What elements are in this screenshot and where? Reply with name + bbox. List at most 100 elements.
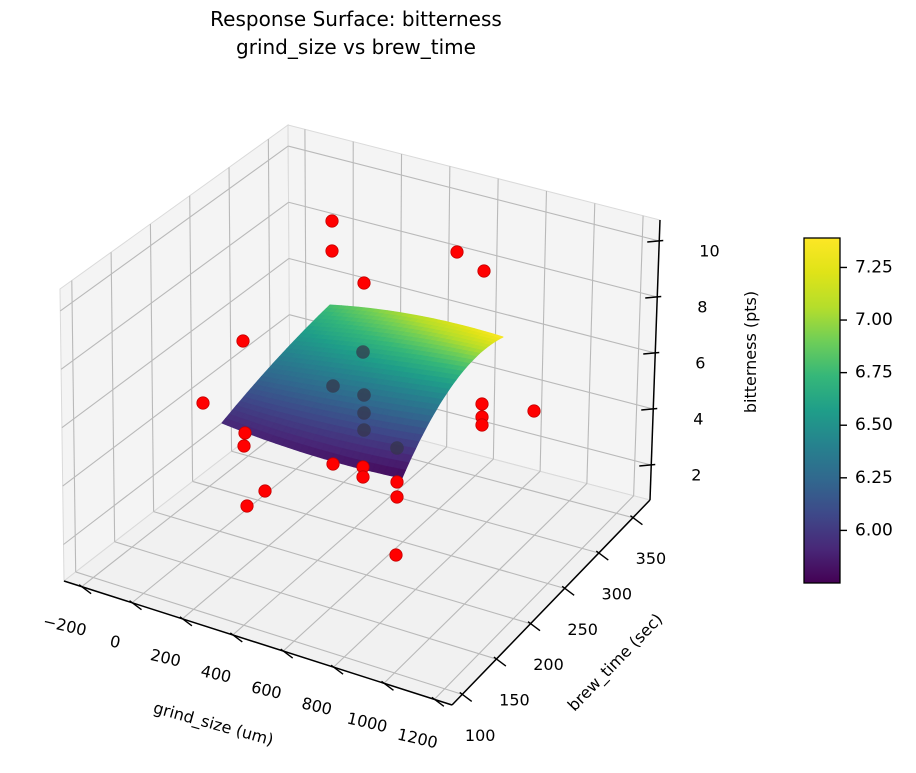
z-tick-label: 4: [693, 410, 703, 429]
colorbar-tick-label: 6.75: [855, 363, 893, 383]
scatter-point: [236, 334, 250, 348]
scatter-point: [390, 490, 404, 504]
y-tick: [595, 550, 609, 561]
colorbar-tick-label: 7.00: [855, 310, 893, 330]
y-tick: [527, 621, 541, 632]
scatter-point: [258, 484, 272, 498]
x-tick-label: 600: [249, 677, 283, 702]
y-tick: [561, 585, 575, 596]
z-tick-label: 6: [695, 354, 705, 373]
z-tick-label: 2: [691, 466, 701, 485]
grid-z-left-wall: [62, 314, 290, 487]
z-tick: [641, 407, 658, 411]
scatter-point: [326, 457, 340, 471]
y-tick-label: 100: [465, 726, 496, 745]
scatter-point: [390, 475, 404, 489]
scatter-point: [357, 276, 371, 290]
scatter-point-occluded: [356, 345, 370, 359]
scatter-point-occluded: [357, 388, 371, 402]
response-surface-mesh: [221, 304, 504, 479]
x-tick-label: 1200: [396, 725, 440, 753]
x-tick: [129, 600, 142, 611]
y-tick-label: 300: [602, 585, 633, 604]
grid-y-wall: [228, 167, 233, 452]
z-axis-label: bitterness (pts): [741, 291, 760, 413]
z-tick: [639, 463, 656, 467]
x-tick-label: 0: [108, 631, 122, 652]
x-tick: [78, 584, 92, 595]
grid-x-wall: [492, 178, 499, 460]
y-tick-label: 150: [499, 691, 530, 710]
grid-y-floor: [231, 450, 599, 554]
x-tick-label: 200: [149, 645, 183, 670]
x-tick: [179, 616, 193, 627]
z-tick-label: 8: [697, 298, 707, 317]
scatter-point: [475, 397, 489, 411]
scatter-point: [325, 244, 339, 258]
scatter-points-occluded: [326, 345, 404, 455]
scatter-point: [356, 470, 370, 484]
grid-x-floor: [333, 470, 541, 668]
grid-z-left-wall: [61, 258, 290, 429]
grid-x-floor: [232, 446, 447, 636]
colorbar-tick-label: 6.00: [855, 520, 893, 540]
x-tick-label: −200: [41, 611, 88, 639]
grid-y-wall: [110, 252, 116, 542]
scatter-point: [527, 404, 541, 418]
x-axis-spine: [63, 580, 453, 706]
x-tick-label: 800: [300, 694, 334, 719]
grid-x-floor: [433, 495, 635, 700]
scatter-point: [477, 264, 491, 278]
z-tick-label: 10: [699, 242, 719, 261]
colorbar-tick-label: 6.50: [855, 415, 893, 435]
scatter-point-occluded: [357, 423, 371, 437]
scatter-point-occluded: [390, 441, 404, 455]
scatter-point: [237, 439, 251, 453]
grid-z-left-wall: [59, 145, 289, 312]
grid-z-left-wall: [60, 201, 289, 370]
grid-x-wall: [586, 203, 596, 484]
grid-y-floor: [192, 480, 565, 589]
grid-y-floor: [114, 541, 497, 660]
axes3d-spines-and-ticks: [63, 219, 664, 707]
y-tick-label: 200: [533, 655, 564, 674]
scatter-point: [240, 499, 254, 513]
y-tick-label: 350: [636, 549, 667, 568]
scatter-point: [196, 396, 210, 410]
grid-x-floor: [282, 458, 494, 652]
grid-z-right-wall: [288, 201, 658, 298]
scatter-point-occluded: [326, 379, 340, 393]
scatter-point: [450, 245, 464, 259]
chart-title: Response Surface: bitterness: [210, 7, 502, 31]
scatter-point: [325, 214, 339, 228]
chart-subtitle: grind_size vs brew_time: [236, 35, 476, 59]
scatter-point: [475, 418, 489, 432]
grid-x-wall: [446, 166, 451, 447]
scatter-point: [389, 548, 403, 562]
y-tick: [493, 656, 507, 667]
grid-x-floor: [383, 483, 588, 684]
z-axis-spine: [649, 219, 661, 501]
grid-x-wall: [539, 190, 548, 472]
grid-y-wall: [149, 223, 155, 512]
grid-z-right-wall: [288, 257, 656, 354]
y-tick: [630, 515, 643, 526]
scatter-point: [238, 426, 252, 440]
x-tick: [381, 680, 394, 691]
z-tick: [645, 295, 662, 299]
grid-x-wall: [633, 215, 644, 496]
z-tick: [647, 239, 664, 243]
scatter-point-occluded: [357, 406, 371, 420]
z-tick: [643, 351, 660, 355]
grid-y-floor: [153, 511, 531, 625]
x-axis-label: grind_size (um): [151, 698, 276, 750]
x-tick: [280, 648, 294, 659]
grid-z-right-wall: [288, 145, 660, 242]
grid-y-wall: [71, 280, 77, 572]
y-tick-label: 250: [567, 620, 598, 639]
colorbar: 6.00 6.25 6.50 6.75 7.00 7.25: [803, 237, 893, 584]
colorbar-tick-label: 7.25: [855, 257, 893, 277]
grid-y-wall: [189, 195, 194, 482]
